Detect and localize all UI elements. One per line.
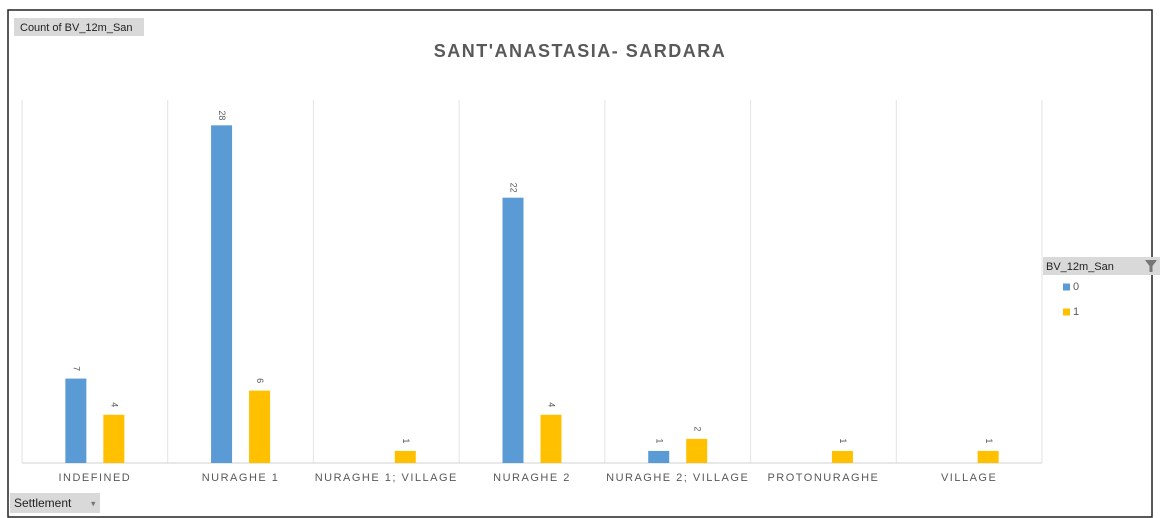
bar xyxy=(394,450,416,463)
chart-title: SANT'ANASTASIA- SARDARA xyxy=(434,41,726,61)
data-label: 4 xyxy=(547,402,557,407)
bar xyxy=(977,450,999,463)
x-tick-label: INDEFINED xyxy=(58,472,131,484)
data-label: 1 xyxy=(654,438,664,443)
data-label: 22 xyxy=(509,183,519,193)
x-tick-label: NURAGHE 1 xyxy=(202,472,280,484)
data-label: 4 xyxy=(109,402,119,407)
legend-field-button[interactable] xyxy=(1043,257,1160,275)
x-tick-label: NURAGHE 2; VILLAGE xyxy=(606,472,749,484)
bar xyxy=(65,378,87,463)
bar xyxy=(686,438,708,463)
x-tick-label: NURAGHE 2 xyxy=(493,472,571,484)
x-tick-label: NURAGHE 1; VILLAGE xyxy=(315,472,458,484)
legend-label: 0 xyxy=(1073,281,1079,293)
bar xyxy=(249,390,271,463)
bar xyxy=(831,450,853,463)
legend-swatch xyxy=(1063,283,1070,291)
filter-icon xyxy=(1145,260,1157,272)
value-field-label: Count of BV_12m_San xyxy=(20,22,133,34)
data-label: 6 xyxy=(255,378,265,383)
axis-field-label: Settlement xyxy=(14,496,72,510)
legend-swatch xyxy=(1063,308,1070,316)
legend-title: BV_12m_San xyxy=(1046,261,1114,273)
bar xyxy=(211,125,233,463)
bar xyxy=(502,197,524,463)
bar xyxy=(540,414,562,463)
data-label: 7 xyxy=(71,366,81,371)
bar xyxy=(103,414,125,463)
data-label: 2 xyxy=(692,426,702,431)
data-label: 28 xyxy=(217,110,227,120)
x-tick-label: PROTONURAGHE xyxy=(767,472,879,484)
axis-field-button[interactable] xyxy=(10,493,100,513)
legend-label: 1 xyxy=(1073,306,1079,318)
x-tick-label: VILLAGE xyxy=(941,472,997,484)
value-field-button[interactable] xyxy=(14,18,144,36)
data-label: 1 xyxy=(984,438,994,443)
data-label: 1 xyxy=(401,438,411,443)
chart-frame xyxy=(7,9,1153,518)
bar xyxy=(648,450,670,463)
data-label: 1 xyxy=(838,438,848,443)
dropdown-icon: ▾ xyxy=(91,498,96,508)
